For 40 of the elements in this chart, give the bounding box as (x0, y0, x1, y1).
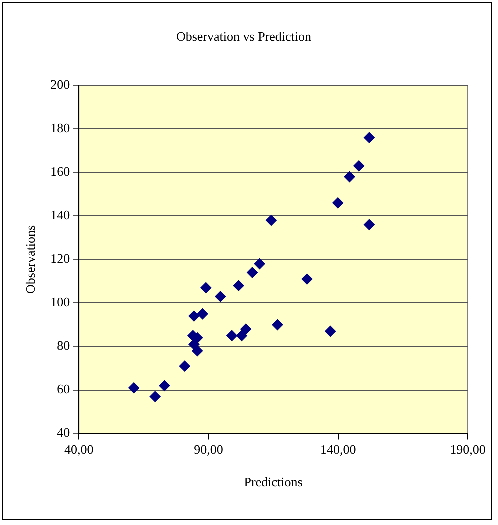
point (150, 391, 161, 402)
point (188, 310, 200, 322)
point (179, 360, 190, 372)
point (266, 215, 277, 226)
y-tick-label: 140 (50, 208, 70, 223)
x-tick-label: 90,00 (194, 442, 224, 458)
x-tick-label: 40,00 (64, 442, 94, 458)
x-tick-label: 190,00 (450, 442, 486, 458)
x-tick-label: 140,00 (320, 442, 356, 458)
point (197, 308, 208, 320)
point (332, 198, 344, 209)
point (192, 346, 204, 357)
point (240, 324, 252, 335)
point (128, 382, 140, 394)
point (159, 380, 170, 392)
x-axis-title: Predictions (244, 474, 303, 490)
point (226, 330, 238, 342)
y-tick-label: 100 (50, 294, 70, 310)
point (236, 330, 248, 342)
y-tick-label: 60 (57, 382, 70, 397)
chart-title: Observation vs Prediction (176, 29, 312, 44)
point (364, 132, 375, 144)
y-tick-label: 200 (50, 77, 70, 92)
point (215, 291, 226, 302)
point (254, 258, 266, 270)
y-tick-label: 40 (57, 425, 70, 440)
y-tick-label: 160 (50, 164, 70, 180)
point (233, 280, 244, 292)
point (325, 326, 336, 338)
point (247, 267, 258, 278)
y-tick-label: 120 (50, 251, 70, 266)
point (272, 319, 284, 330)
y-axis-title: Observations (23, 225, 38, 294)
point (302, 274, 313, 285)
y-tick-label: 180 (50, 120, 70, 136)
point (354, 160, 365, 172)
point (200, 282, 212, 294)
y-tick-label: 80 (57, 338, 70, 354)
point (344, 172, 356, 183)
point (364, 219, 375, 230)
